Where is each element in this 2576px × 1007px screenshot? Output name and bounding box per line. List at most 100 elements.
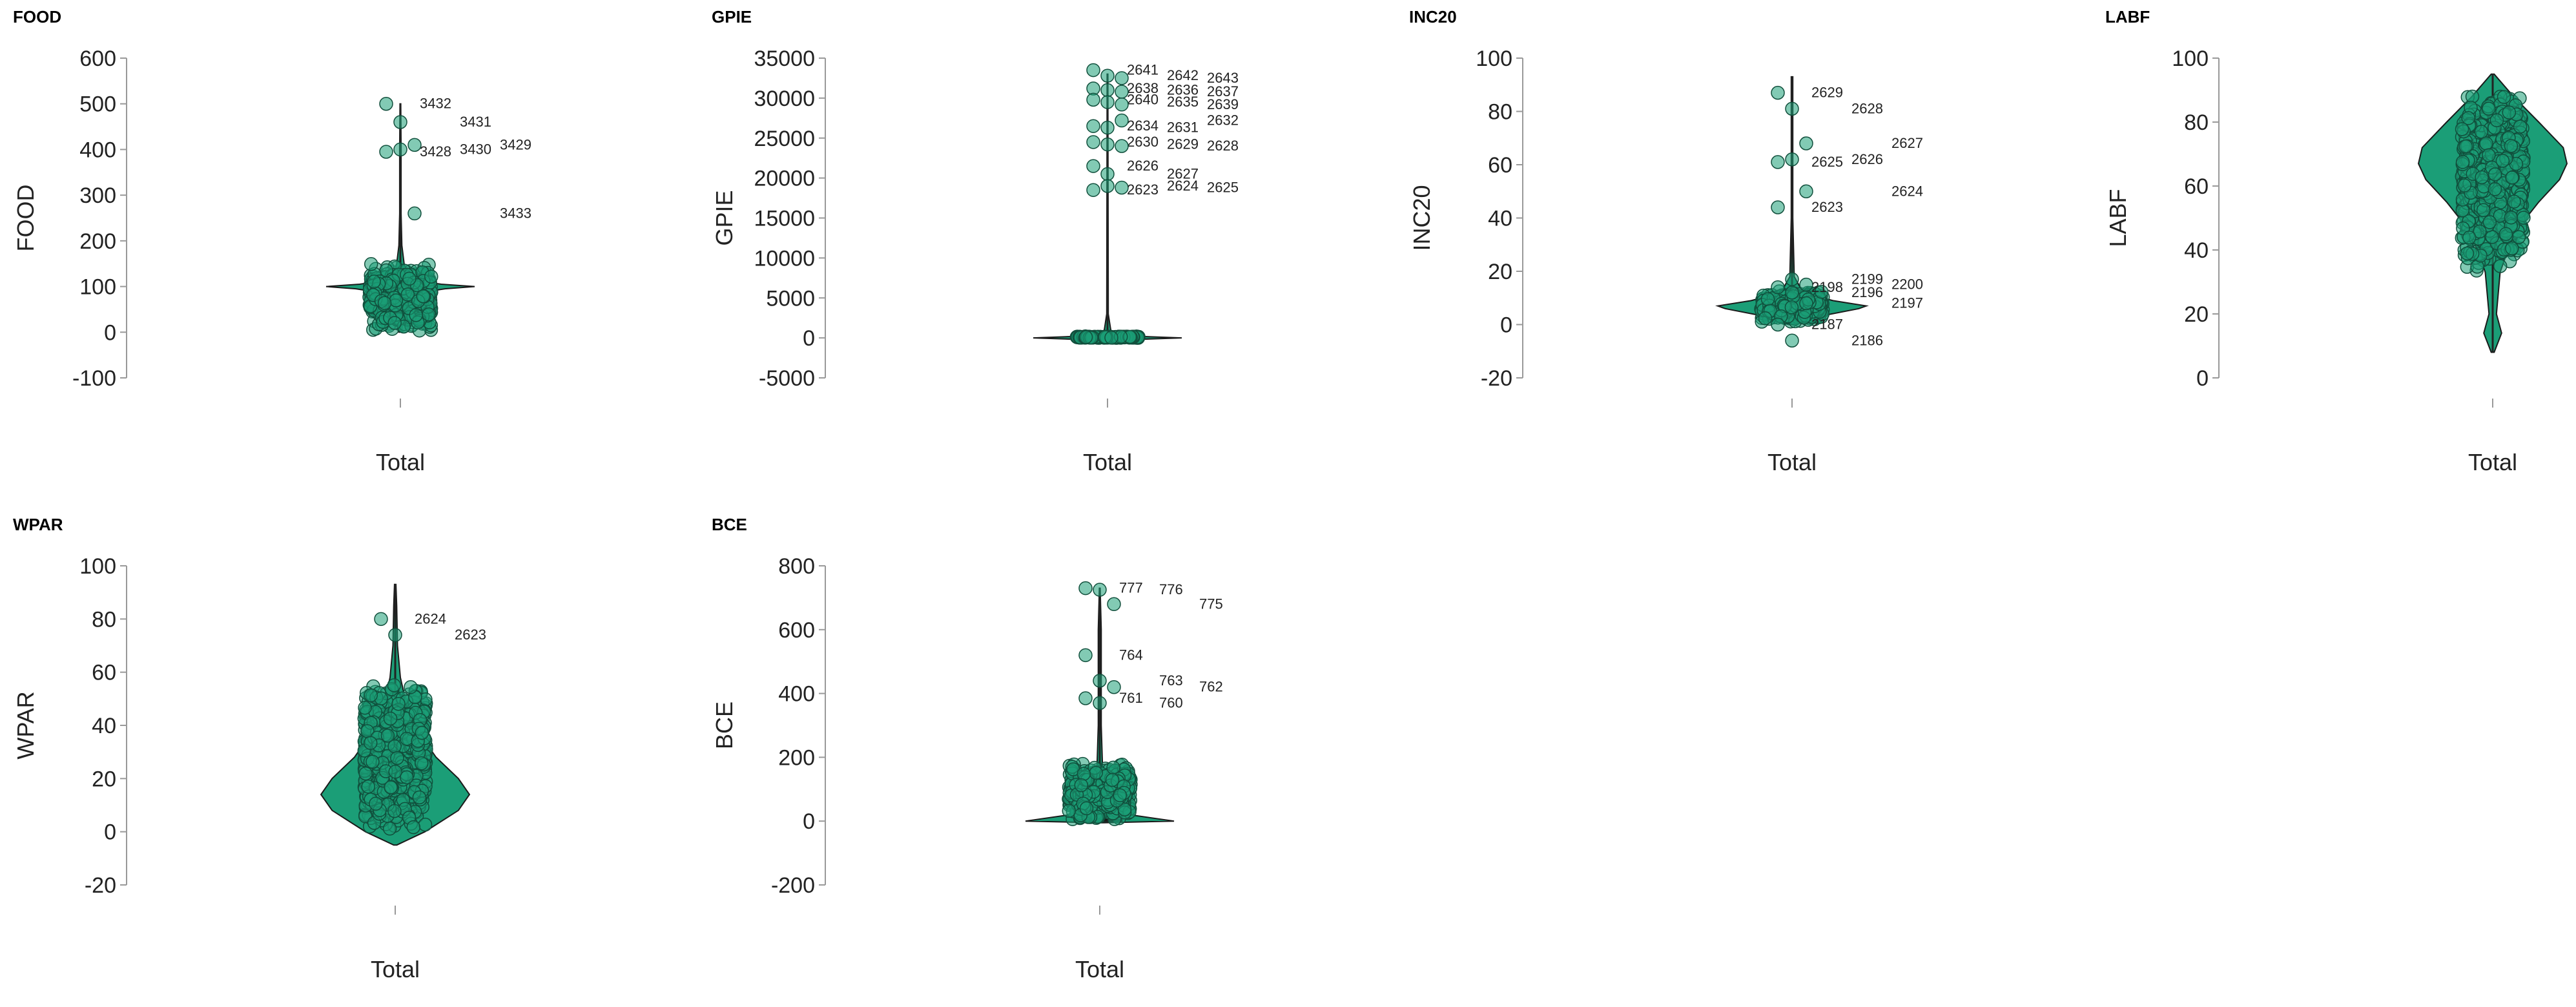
data-point (2460, 246, 2475, 261)
outlier-point (1078, 691, 1093, 705)
outlier-label: 2200 (1891, 276, 1923, 293)
data-point (2457, 178, 2472, 192)
y-tick-label: -20 (1481, 366, 1512, 391)
data-point (2505, 171, 2519, 185)
outlier-label: 764 (1119, 647, 1143, 663)
data-point (1089, 765, 1103, 780)
outlier-label: 2626 (1851, 151, 1883, 167)
outlier-label: 763 (1159, 672, 1183, 689)
outlier-point (1115, 139, 1129, 153)
y-tick-label: 40 (92, 714, 116, 738)
outlier-point (1086, 119, 1100, 133)
x-category-label: Total (371, 956, 420, 982)
outlier-label: 3428 (420, 143, 451, 160)
x-category-label: Total (376, 449, 425, 475)
data-point (2489, 113, 2504, 127)
outlier-label: 2641 (1127, 62, 1159, 78)
outlier-point (1799, 184, 1813, 198)
outlier-point (1771, 85, 1785, 100)
panel-title: GPIE (712, 7, 752, 26)
data-point (402, 271, 417, 286)
outlier-label: 2625 (1207, 179, 1239, 195)
data-point (2455, 155, 2470, 169)
data-point (1106, 760, 1120, 775)
outlier-point (1086, 63, 1100, 78)
data-point (1113, 788, 1128, 802)
y-tick-label: 0 (2196, 366, 2209, 391)
outlier-label: 2629 (1167, 136, 1199, 152)
jitter-points (357, 678, 433, 836)
y-tick-label: 100 (79, 275, 116, 300)
data-point (2482, 215, 2497, 229)
data-point (2505, 241, 2519, 256)
outlier-label: 2186 (1851, 332, 1883, 348)
outlier-point (393, 115, 407, 129)
y-tick-label: 600 (778, 618, 815, 643)
y-tick-label: 40 (2184, 238, 2209, 263)
data-point (391, 696, 406, 711)
outlier-label: 2629 (1811, 85, 1843, 101)
data-point (1077, 767, 1091, 781)
outlier-label: 3431 (460, 114, 491, 130)
outlier-point (1107, 597, 1121, 612)
y-axis-label: FOOD (12, 185, 39, 252)
data-point (404, 680, 418, 694)
outlier-point (1785, 333, 1799, 348)
x-category-label: Total (1767, 449, 1817, 475)
outlier-label: 3432 (420, 96, 451, 112)
data-point (366, 754, 380, 769)
outlier-label: 2624 (415, 610, 446, 627)
data-point (1104, 331, 1118, 345)
y-tick-label: 80 (2184, 110, 2209, 135)
outlier-point (1100, 167, 1115, 182)
outliers: 2624 2623 (374, 610, 486, 643)
outlier-point (393, 142, 407, 157)
outlier-point (1107, 680, 1121, 694)
data-point (2455, 122, 2469, 136)
outlier-point (1785, 152, 1799, 167)
outlier-label: 2640 (1127, 91, 1159, 107)
data-point (380, 729, 395, 743)
data-point (422, 307, 436, 322)
data-point (2488, 182, 2502, 196)
data-point (2493, 259, 2508, 273)
x-category-label: Total (2468, 449, 2517, 475)
panel-inc20: INC20INC20-20020406080100Total2629262826… (1408, 7, 1923, 475)
y-tick-label: 30000 (754, 87, 815, 111)
y-tick-label: 25000 (754, 127, 815, 151)
outlier-label: 2623 (455, 627, 486, 643)
data-point (2507, 194, 2521, 209)
outlier-point (374, 612, 388, 627)
outlier-label: 2623 (1127, 182, 1159, 198)
data-point (369, 796, 383, 811)
y-axis-label: INC20 (1408, 185, 1435, 251)
y-tick-label: 20000 (754, 167, 815, 191)
outlier-point (1771, 155, 1785, 169)
data-point (2511, 230, 2526, 244)
outlier-point (1093, 583, 1107, 597)
outlier-point (1115, 180, 1129, 195)
outlier-label: 3433 (500, 205, 531, 221)
y-tick-label: 60 (2184, 174, 2209, 199)
outlier-point (1785, 101, 1799, 116)
y-tick-label: 5000 (766, 286, 815, 311)
y-tick-label: 100 (1476, 47, 1512, 71)
y-axis-label: GPIE (711, 190, 737, 245)
y-tick-label: -20 (85, 873, 116, 898)
outlier-point (1785, 285, 1799, 300)
y-tick-label: 300 (79, 183, 116, 208)
outlier-label: 2631 (1167, 119, 1199, 136)
data-point (363, 736, 378, 750)
data-point (1062, 804, 1077, 818)
outlier-label: 777 (1119, 580, 1143, 596)
outlier-point (1100, 83, 1115, 98)
data-point (358, 700, 372, 715)
y-tick-label: 400 (79, 138, 116, 162)
y-tick-label: 600 (79, 47, 116, 71)
data-point (383, 711, 398, 726)
panel-bce: BCE BCE -200 0 200 400 600 800 Total 777 776 775 764… (711, 515, 1223, 982)
data-point (387, 804, 402, 818)
panel-title: LABF (2105, 7, 2150, 26)
y-tick-label: 200 (778, 745, 815, 770)
